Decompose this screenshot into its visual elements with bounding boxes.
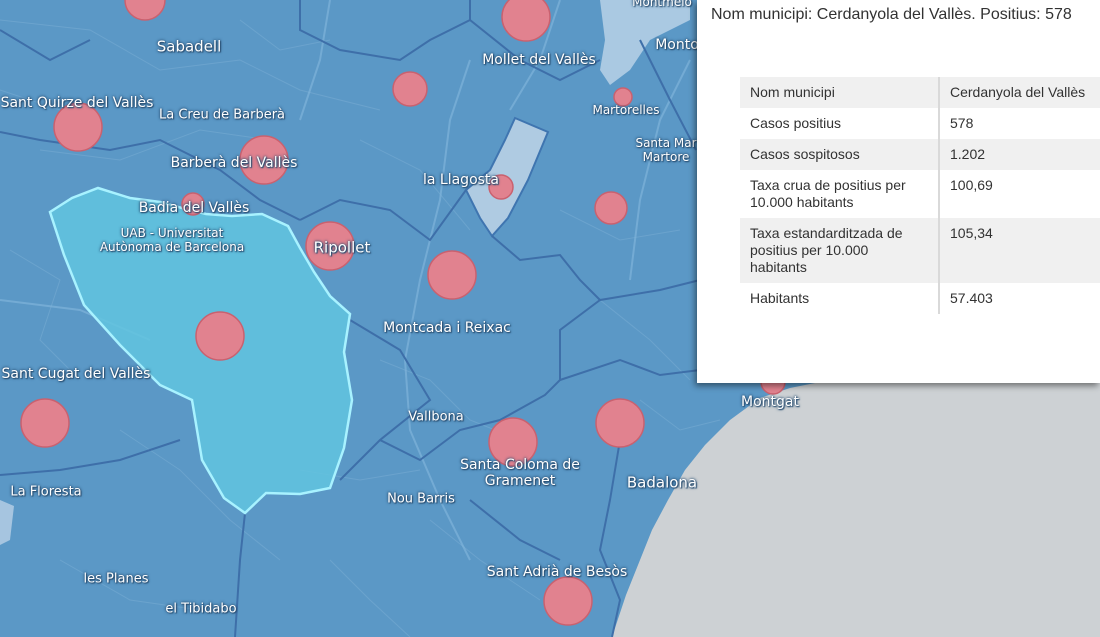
table-row: Taxa estandarditzada de positius per 10.… (740, 218, 1100, 283)
label-sabadell: Sabadell (156, 37, 222, 56)
label-sant-cugat: Sant Cugat del Vallès (1, 365, 151, 382)
case-circle[interactable] (392, 71, 428, 107)
label-mollet: Mollet del Vallès (482, 51, 596, 68)
case-circle[interactable] (20, 398, 70, 448)
case-circle[interactable] (124, 0, 166, 21)
table-row: Casos positius 578 (740, 108, 1100, 139)
water-patch (600, 0, 690, 85)
case-circle[interactable] (595, 398, 645, 448)
label-badalona: Badalona (626, 473, 698, 492)
label-badia: Badia del Vallès (138, 199, 250, 216)
water-patch (0, 500, 14, 545)
table-row: Habitants 57.403 (740, 283, 1100, 314)
case-circle[interactable] (594, 191, 628, 225)
label-les-planes: les Planes (83, 571, 149, 587)
attribute-key: Casos positius (740, 108, 940, 139)
case-circles (20, 0, 786, 626)
label-la-floresta: La Floresta (10, 484, 82, 500)
label-la-llagosta: la Llagosta (422, 171, 500, 188)
attribute-key: Taxa estandarditzada de positius per 10.… (740, 218, 940, 283)
attribute-key: Casos sospitosos (740, 139, 940, 170)
label-martorelles: Martorelles (592, 103, 660, 118)
attribute-value: 100,69 (939, 170, 1100, 218)
table-row: Nom municipi Cerdanyola del Vallès (740, 77, 1100, 108)
attribute-key: Taxa crua de positius per 10.000 habitan… (740, 170, 940, 218)
case-circle[interactable] (53, 102, 103, 152)
label-uab: UAB - Universitat Autònoma de Barcelona (99, 226, 245, 254)
label-vallbona: Vallbona (408, 409, 464, 425)
table-row: Taxa crua de positius per 10.000 habitan… (740, 170, 1100, 218)
label-el-tibidabo: el Tibidabo (165, 601, 237, 617)
case-circle[interactable] (239, 135, 289, 185)
label-santa-maria: Santa Mar Martore (635, 136, 697, 164)
case-circle[interactable] (543, 576, 593, 626)
case-circle[interactable] (501, 0, 551, 42)
label-la-creu: La Creu de Barberà (158, 107, 286, 123)
municipal-boundaries (0, 0, 701, 637)
attribute-value: 57.403 (939, 283, 1100, 314)
case-circle[interactable] (488, 417, 538, 467)
table-row: Casos sospitosos 1.202 (740, 139, 1100, 170)
label-nou-barris: Nou Barris (387, 491, 455, 507)
label-santa-coloma: Santa Coloma de Gramenet (460, 456, 580, 489)
roads (0, 0, 691, 561)
label-montornes: Monto (655, 36, 699, 53)
attribute-value: 105,34 (939, 218, 1100, 283)
label-sant-adria: Sant Adrià de Besòs (486, 563, 628, 580)
case-circle[interactable] (181, 192, 205, 216)
label-ripollet: Ripollet (313, 238, 371, 257)
sea (612, 380, 1100, 637)
attribute-key: Nom municipi (740, 77, 940, 108)
case-circle[interactable] (488, 174, 514, 200)
popup-title: Nom municipi: Cerdanyola del Vallès. Pos… (711, 6, 1072, 23)
case-circle[interactable] (613, 87, 633, 107)
label-sant-quirze: Sant Quirze del Vallès (0, 94, 154, 111)
case-circle[interactable] (427, 250, 477, 300)
attribute-table: Nom municipi Cerdanyola del Vallès Casos… (740, 77, 1100, 314)
label-montmelo: Montmelo (632, 0, 692, 10)
attribute-value: 1.202 (939, 139, 1100, 170)
attribute-key: Habitants (740, 283, 940, 314)
label-montgat: Montgat (741, 393, 799, 410)
label-barbera: Barberà del Vallès (170, 154, 298, 171)
label-montcada: Montcada i Reixac (383, 319, 511, 336)
case-circle[interactable] (305, 221, 355, 271)
case-circle[interactable] (195, 311, 245, 361)
attribute-value: Cerdanyola del Vallès (939, 77, 1100, 108)
attribute-value: 578 (939, 108, 1100, 139)
feature-popup: Nom municipi: Cerdanyola del Vallès. Pos… (697, 0, 1100, 383)
